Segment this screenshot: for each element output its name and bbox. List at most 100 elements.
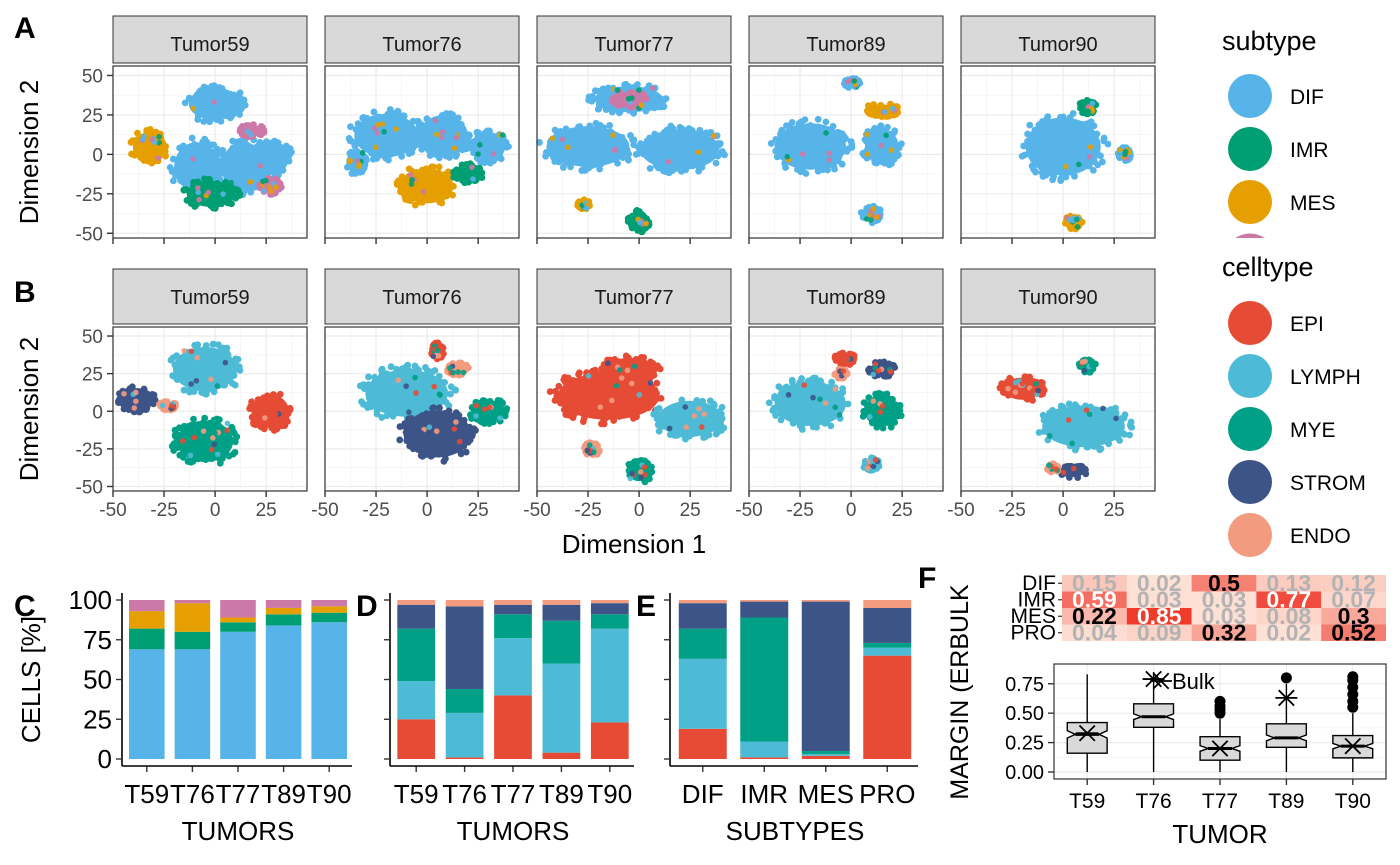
point-lymph (1126, 421, 1134, 429)
legend-key-dif (1228, 74, 1272, 118)
point-dif (696, 164, 703, 172)
bar-segment-lymph-t76 (445, 712, 484, 758)
point-strom (468, 432, 476, 440)
point-dif (821, 160, 829, 168)
bar-segment-mye-t76 (445, 689, 484, 713)
point-dif (688, 126, 696, 134)
point-strom (1081, 367, 1087, 374)
point-imr (475, 151, 481, 157)
point-mye (208, 455, 216, 463)
point-dif (581, 167, 589, 174)
point-epi (602, 414, 610, 422)
heatmap-cell (1126, 608, 1192, 625)
point-epi (278, 422, 286, 430)
point-pro (613, 95, 620, 101)
point-strom (1100, 405, 1106, 412)
point-dif (231, 143, 239, 151)
point-pro (665, 158, 672, 165)
point-dif (772, 136, 780, 143)
point-mye (228, 424, 236, 432)
x-axis-title: SUBTYPES (726, 816, 865, 846)
point-epi (1023, 395, 1030, 402)
point-strom (682, 404, 689, 410)
x-tick-label: DIF (682, 779, 724, 809)
point-pro (190, 156, 196, 162)
facet-strip (748, 15, 944, 64)
point-mye (194, 455, 202, 463)
point-dif (772, 147, 780, 155)
point-mes (422, 165, 430, 173)
point-strom (430, 353, 437, 360)
point-mye (213, 415, 221, 423)
point-epi (224, 427, 231, 434)
point-dif (206, 118, 214, 126)
point-strom (412, 417, 420, 425)
point-dif (822, 118, 830, 126)
y-tick-label: 25 (83, 704, 112, 734)
heatmap-value-label: 0.3 (1338, 603, 1370, 629)
point-lymph (1090, 443, 1098, 450)
point-endo (870, 398, 877, 404)
point-dif (607, 156, 615, 164)
point-strom (427, 452, 435, 460)
facet-tumor77: Tumor77 (536, 15, 732, 244)
x-tick-label: 25 (468, 500, 489, 521)
point-imr (1074, 216, 1080, 223)
point-imr (1122, 151, 1128, 158)
point-endo (1005, 385, 1011, 392)
point-strom (1065, 474, 1073, 481)
point-dif (595, 101, 603, 108)
point-strom (605, 360, 611, 367)
point-mes (888, 147, 895, 153)
point-pro (205, 189, 212, 196)
point-epi (431, 383, 437, 390)
point-dif (251, 155, 259, 163)
legend-title: subtype (1222, 26, 1317, 56)
point-lymph (870, 371, 877, 378)
point-imr (461, 179, 469, 187)
y-tick-label: 0.75 (1005, 674, 1044, 696)
point-dif (536, 139, 543, 146)
facet-label: Tumor90 (1018, 34, 1097, 56)
point-lymph (1116, 437, 1124, 444)
bar-segment-strom-t76 (445, 606, 484, 690)
point-pro (155, 155, 161, 161)
x-tick-label: T77 (216, 779, 261, 809)
point-dif (418, 146, 426, 153)
point-dif (140, 136, 146, 143)
heatmap-value-label: 0.77 (1266, 587, 1311, 613)
point-lymph (813, 423, 820, 431)
y-tick-label: -50 (76, 477, 103, 498)
point-mes (435, 163, 443, 171)
point-lymph (660, 411, 668, 419)
point-dif (637, 219, 643, 226)
bar-segment-pro-t59 (129, 600, 165, 612)
point-lymph (1117, 422, 1125, 430)
point-dif (890, 105, 896, 112)
x-axis-title: Dimension 1 (562, 529, 707, 559)
point-dif (596, 165, 604, 173)
facet-strip (324, 15, 520, 64)
point-pro (439, 129, 446, 135)
facet-panel-border (324, 65, 520, 239)
point-endo (210, 435, 216, 441)
point-mes (643, 220, 649, 227)
point-mes (1087, 144, 1094, 150)
point-pro (371, 125, 378, 132)
point-epi (557, 399, 564, 407)
point-mye (190, 415, 197, 423)
point-dif (481, 129, 489, 137)
point-strom (396, 436, 404, 444)
point-pro (407, 172, 414, 178)
point-dif (417, 136, 425, 144)
point-dif (619, 136, 627, 144)
point-dif (360, 121, 367, 129)
point-dif (1098, 158, 1106, 166)
bar-segment-endo-mes (801, 600, 850, 602)
point-epi (247, 402, 255, 410)
point-pro (620, 101, 628, 109)
point-mes (873, 214, 880, 221)
point-lymph (703, 429, 711, 437)
point-mes (356, 161, 363, 168)
panel-letter-b: B (14, 276, 36, 309)
